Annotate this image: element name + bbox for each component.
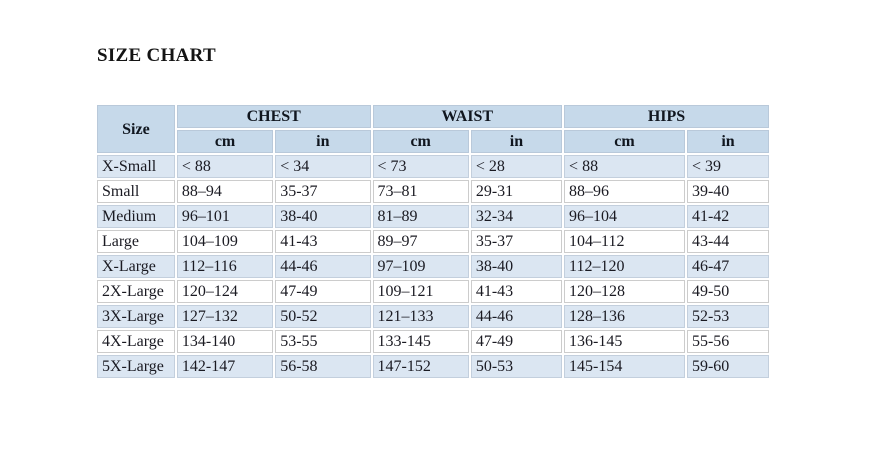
chest-in-header: in xyxy=(275,130,371,153)
chest-in-cell: 38-40 xyxy=(275,205,371,228)
hips-cm-cell: 104–112 xyxy=(564,230,685,253)
hips-in-header: in xyxy=(686,130,769,153)
chest-cm-cell: 96–101 xyxy=(176,205,274,228)
chest-cm-cell: 120–124 xyxy=(176,280,274,303)
chest-cm-cell: 112–116 xyxy=(176,255,274,278)
waist-in-cell: 29-31 xyxy=(470,180,563,203)
hips-in-cell: 55-56 xyxy=(686,330,769,353)
waist-in-cell: 47-49 xyxy=(470,330,563,353)
table-row-5xlarge: 5X-Large 142-147 56-58 147-152 50-53 145… xyxy=(97,355,769,378)
waist-in-cell: 44-46 xyxy=(470,305,563,328)
chest-in-cell: 47-49 xyxy=(275,280,371,303)
hips-cm-cell: 136-145 xyxy=(564,330,685,353)
hips-group-header: HIPS xyxy=(564,105,769,128)
chest-cm-cell: < 88 xyxy=(176,155,274,178)
waist-in-cell: < 28 xyxy=(470,155,563,178)
chest-cm-cell: 127–132 xyxy=(176,305,274,328)
waist-in-cell: 35-37 xyxy=(470,230,563,253)
size-cell: Medium xyxy=(97,205,175,228)
hips-cm-header: cm xyxy=(564,130,685,153)
hips-cm-cell: 96–104 xyxy=(564,205,685,228)
waist-cm-cell: 133-145 xyxy=(372,330,469,353)
hips-in-cell: 52-53 xyxy=(686,305,769,328)
waist-cm-cell: 109–121 xyxy=(372,280,469,303)
size-cell: Large xyxy=(97,230,175,253)
waist-in-cell: 32-34 xyxy=(470,205,563,228)
size-cell: 4X-Large xyxy=(97,330,175,353)
waist-cm-cell: 97–109 xyxy=(372,255,469,278)
size-cell: X-Large xyxy=(97,255,175,278)
hips-cm-cell: 88–96 xyxy=(564,180,685,203)
waist-group-header: WAIST xyxy=(372,105,563,128)
table-row-xsmall: X-Small < 88 < 34 < 73 < 28 < 88 < 39 xyxy=(97,155,769,178)
waist-cm-cell: 89–97 xyxy=(372,230,469,253)
waist-cm-cell: 81–89 xyxy=(372,205,469,228)
chest-in-cell: 41-43 xyxy=(275,230,371,253)
chest-in-cell: 53-55 xyxy=(275,330,371,353)
size-column-header: Size xyxy=(97,105,175,153)
chest-in-cell: 44-46 xyxy=(275,255,371,278)
waist-cm-cell: 147-152 xyxy=(372,355,469,378)
table-row-large: Large 104–109 41-43 89–97 35-37 104–112 … xyxy=(97,230,769,253)
table-row-4xlarge: 4X-Large 134-140 53-55 133-145 47-49 136… xyxy=(97,330,769,353)
hips-in-cell: 49-50 xyxy=(686,280,769,303)
table-row-3xlarge: 3X-Large 127–132 50-52 121–133 44-46 128… xyxy=(97,305,769,328)
size-chart-page: SIZE CHART Size CHEST WAIST HIPS cm in c… xyxy=(95,45,771,380)
hips-cm-cell: 145-154 xyxy=(564,355,685,378)
hips-in-cell: 39-40 xyxy=(686,180,769,203)
size-cell: X-Small xyxy=(97,155,175,178)
table-row-small: Small 88–94 35-37 73–81 29-31 88–96 39-4… xyxy=(97,180,769,203)
chest-cm-cell: 142-147 xyxy=(176,355,274,378)
waist-in-cell: 50-53 xyxy=(470,355,563,378)
size-cell: 2X-Large xyxy=(97,280,175,303)
table-row-medium: Medium 96–101 38-40 81–89 32-34 96–104 4… xyxy=(97,205,769,228)
waist-cm-cell: 73–81 xyxy=(372,180,469,203)
chest-in-cell: < 34 xyxy=(275,155,371,178)
table-body: X-Small < 88 < 34 < 73 < 28 < 88 < 39 Sm… xyxy=(97,155,769,378)
chest-cm-cell: 104–109 xyxy=(176,230,274,253)
hips-cm-cell: 120–128 xyxy=(564,280,685,303)
page-title: SIZE CHART xyxy=(97,45,217,66)
hips-in-cell: 46-47 xyxy=(686,255,769,278)
unit-header-row: cm in cm in cm in xyxy=(97,130,769,153)
chest-group-header: CHEST xyxy=(176,105,371,128)
size-chart-table: Size CHEST WAIST HIPS cm in cm in cm in … xyxy=(95,103,771,380)
waist-cm-cell: < 73 xyxy=(372,155,469,178)
waist-cm-header: cm xyxy=(372,130,469,153)
waist-in-cell: 38-40 xyxy=(470,255,563,278)
chest-cm-cell: 88–94 xyxy=(176,180,274,203)
hips-in-cell: 41-42 xyxy=(686,205,769,228)
table-header: Size CHEST WAIST HIPS cm in cm in cm in xyxy=(97,105,769,153)
table-row-xlarge: X-Large 112–116 44-46 97–109 38-40 112–1… xyxy=(97,255,769,278)
hips-in-cell: 43-44 xyxy=(686,230,769,253)
chest-in-cell: 35-37 xyxy=(275,180,371,203)
hips-in-cell: < 39 xyxy=(686,155,769,178)
hips-cm-cell: 112–120 xyxy=(564,255,685,278)
hips-cm-cell: < 88 xyxy=(564,155,685,178)
group-header-row: Size CHEST WAIST HIPS xyxy=(97,105,769,153)
waist-in-header: in xyxy=(470,130,563,153)
hips-cm-cell: 128–136 xyxy=(564,305,685,328)
chest-in-cell: 50-52 xyxy=(275,305,371,328)
chest-in-cell: 56-58 xyxy=(275,355,371,378)
size-cell: 3X-Large xyxy=(97,305,175,328)
size-cell: Small xyxy=(97,180,175,203)
table-row-2xlarge: 2X-Large 120–124 47-49 109–121 41-43 120… xyxy=(97,280,769,303)
chest-cm-cell: 134-140 xyxy=(176,330,274,353)
waist-cm-cell: 121–133 xyxy=(372,305,469,328)
size-cell: 5X-Large xyxy=(97,355,175,378)
waist-in-cell: 41-43 xyxy=(470,280,563,303)
chest-cm-header: cm xyxy=(176,130,274,153)
hips-in-cell: 59-60 xyxy=(686,355,769,378)
